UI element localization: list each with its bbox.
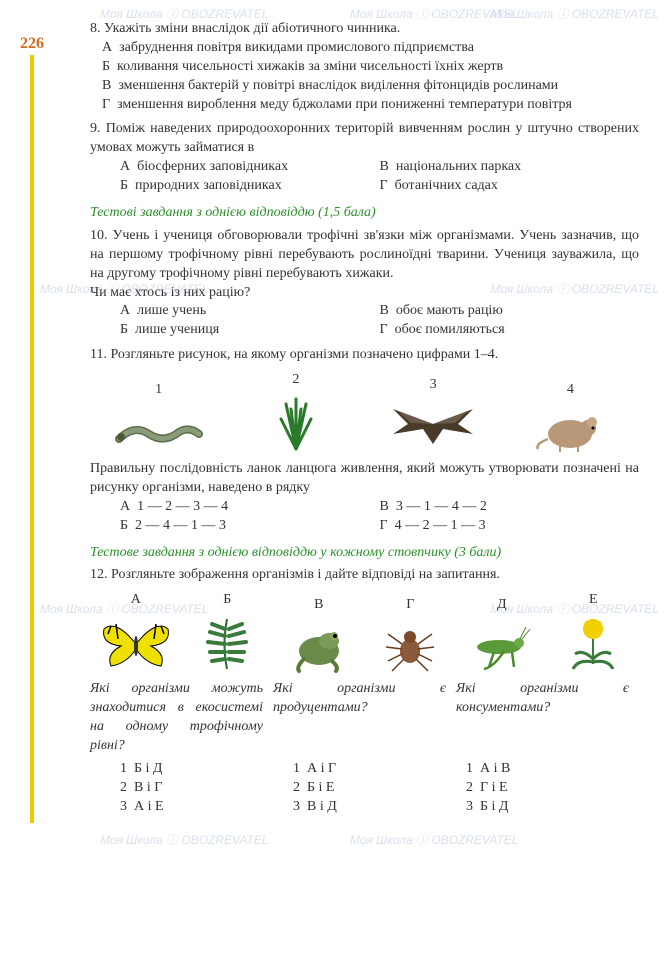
snake-icon xyxy=(109,404,209,454)
eagle-icon xyxy=(383,399,483,454)
q11-number: 11. xyxy=(90,347,107,362)
q8-number: 8. xyxy=(90,21,101,36)
q11-seq-g: Г 4 — 2 — 1 — 3 xyxy=(380,517,640,536)
page-content: 226 8. Укажіть зміни внаслідок дії абіот… xyxy=(0,0,669,853)
spider-icon xyxy=(380,619,440,674)
main-content: 8. Укажіть зміни внаслідок дії абіотично… xyxy=(90,20,639,817)
q10-opt-g: Г обоє помиляються xyxy=(380,321,640,340)
q12-number: 12. xyxy=(90,567,108,582)
q11-text2: Правильну послідовність ланок ланцюга жи… xyxy=(90,460,639,498)
q8-opt-a: А забруднення повітря викидами промислов… xyxy=(90,39,639,58)
q10-number: 10. xyxy=(90,228,108,243)
q11-figure-row: 1 2 3 xyxy=(90,371,639,454)
q11-seq-v: В 3 — 1 — 4 — 2 xyxy=(380,498,640,517)
q12-col-g: Г xyxy=(365,596,457,615)
q12-question-row: Які організми можуть знаходитися в екоси… xyxy=(90,680,639,756)
q10-opt-a: А лише учень xyxy=(120,302,380,321)
q12-col-d: Д xyxy=(456,596,548,615)
q8-opt-v: В зменшення бактерій у повітрі внаслідок… xyxy=(90,77,639,96)
grasshopper-icon xyxy=(464,619,539,674)
q11-fig-label-3: 3 xyxy=(365,376,502,395)
q10-opt-v: В обоє мають рацію xyxy=(380,302,640,321)
q11-fig-label-1: 1 xyxy=(90,381,227,400)
q9-opt-b: Б природних заповідниках xyxy=(120,177,380,196)
q8-text: Укажіть зміни внаслідок дії абіотичного … xyxy=(104,21,400,36)
section-2-title: Тестове завдання з однією відповіддю у к… xyxy=(90,544,639,563)
page-number: 226 xyxy=(20,35,44,53)
q9-text: Поміж наведених природоохоронних територ… xyxy=(90,121,639,155)
question-9: 9. Поміж наведених природоохоронних тери… xyxy=(90,120,639,196)
q11-fig-label-2: 2 xyxy=(227,371,364,390)
q12-figure-row: А Б В xyxy=(90,591,639,674)
grass-icon xyxy=(266,394,326,454)
frog-icon xyxy=(284,619,354,674)
q8-opt-b: Б коливання чисельності хижаків за зміни… xyxy=(90,58,639,77)
butterfly-icon xyxy=(96,614,176,674)
q11-fig-label-4: 4 xyxy=(502,381,639,400)
q8-opt-g: Г зменшення вироблення меду бджолами при… xyxy=(90,96,639,115)
q12-question-3: Які організми є консументами? xyxy=(456,680,639,756)
q10-text: Учень і учениця обговорювали трофічні зв… xyxy=(90,228,639,281)
q10-subtext: Чи має хтось із них рацію? xyxy=(90,284,639,303)
side-accent-bar xyxy=(30,55,34,823)
q11-seq-a: А 1 — 2 — 3 — 4 xyxy=(120,498,380,517)
q11-text: Розгляньте рисунок, на якому організми п… xyxy=(110,347,498,362)
question-10: 10. Учень і учениця обговорювали трофічн… xyxy=(90,227,639,340)
q12-answer-col-1: 1 Б і Д 2 В і Г 3 А і Е xyxy=(120,760,293,817)
q9-number: 9. xyxy=(90,121,101,136)
q12-answer-col-3: 1 А і В 2 Г і Е 3 Б і Д xyxy=(466,760,639,817)
q12-col-v: В xyxy=(273,596,365,615)
q12-text: Розгляньте зображення організмів і дайте… xyxy=(111,567,500,582)
section-1-title: Тестові завдання з однією відповіддю (1,… xyxy=(90,204,639,223)
q12-answer-col-2: 1 А і Г 2 Б і Е 3 В і Д xyxy=(293,760,466,817)
mouse-icon xyxy=(530,404,610,454)
q12-question-1: Які організми можуть знаходитися в екоси… xyxy=(90,680,273,756)
question-8: 8. Укажіть зміни внаслідок дії абіотично… xyxy=(90,20,639,114)
q11-seq-b: Б 2 — 4 — 1 — 3 xyxy=(120,517,380,536)
q12-col-a: А xyxy=(90,591,182,610)
fern-icon xyxy=(192,614,262,674)
dandelion-icon xyxy=(563,614,623,674)
q12-question-2: Які організми є продуцентами? xyxy=(273,680,456,756)
question-11: 11. Розгляньте рисунок, на якому організ… xyxy=(90,346,639,535)
q12-col-e: Е xyxy=(548,591,640,610)
q9-opt-a: А біосферних заповідниках xyxy=(120,158,380,177)
question-12: 12. Розгляньте зображення організмів і д… xyxy=(90,566,639,816)
q9-opt-v: В національних парках xyxy=(380,158,640,177)
q12-col-b: Б xyxy=(182,591,274,610)
q10-opt-b: Б лише учениця xyxy=(120,321,380,340)
q12-answers-row: 1 Б і Д 2 В і Г 3 А і Е 1 А і Г 2 Б і Е … xyxy=(90,760,639,817)
q9-opt-g: Г ботанічних садах xyxy=(380,177,640,196)
